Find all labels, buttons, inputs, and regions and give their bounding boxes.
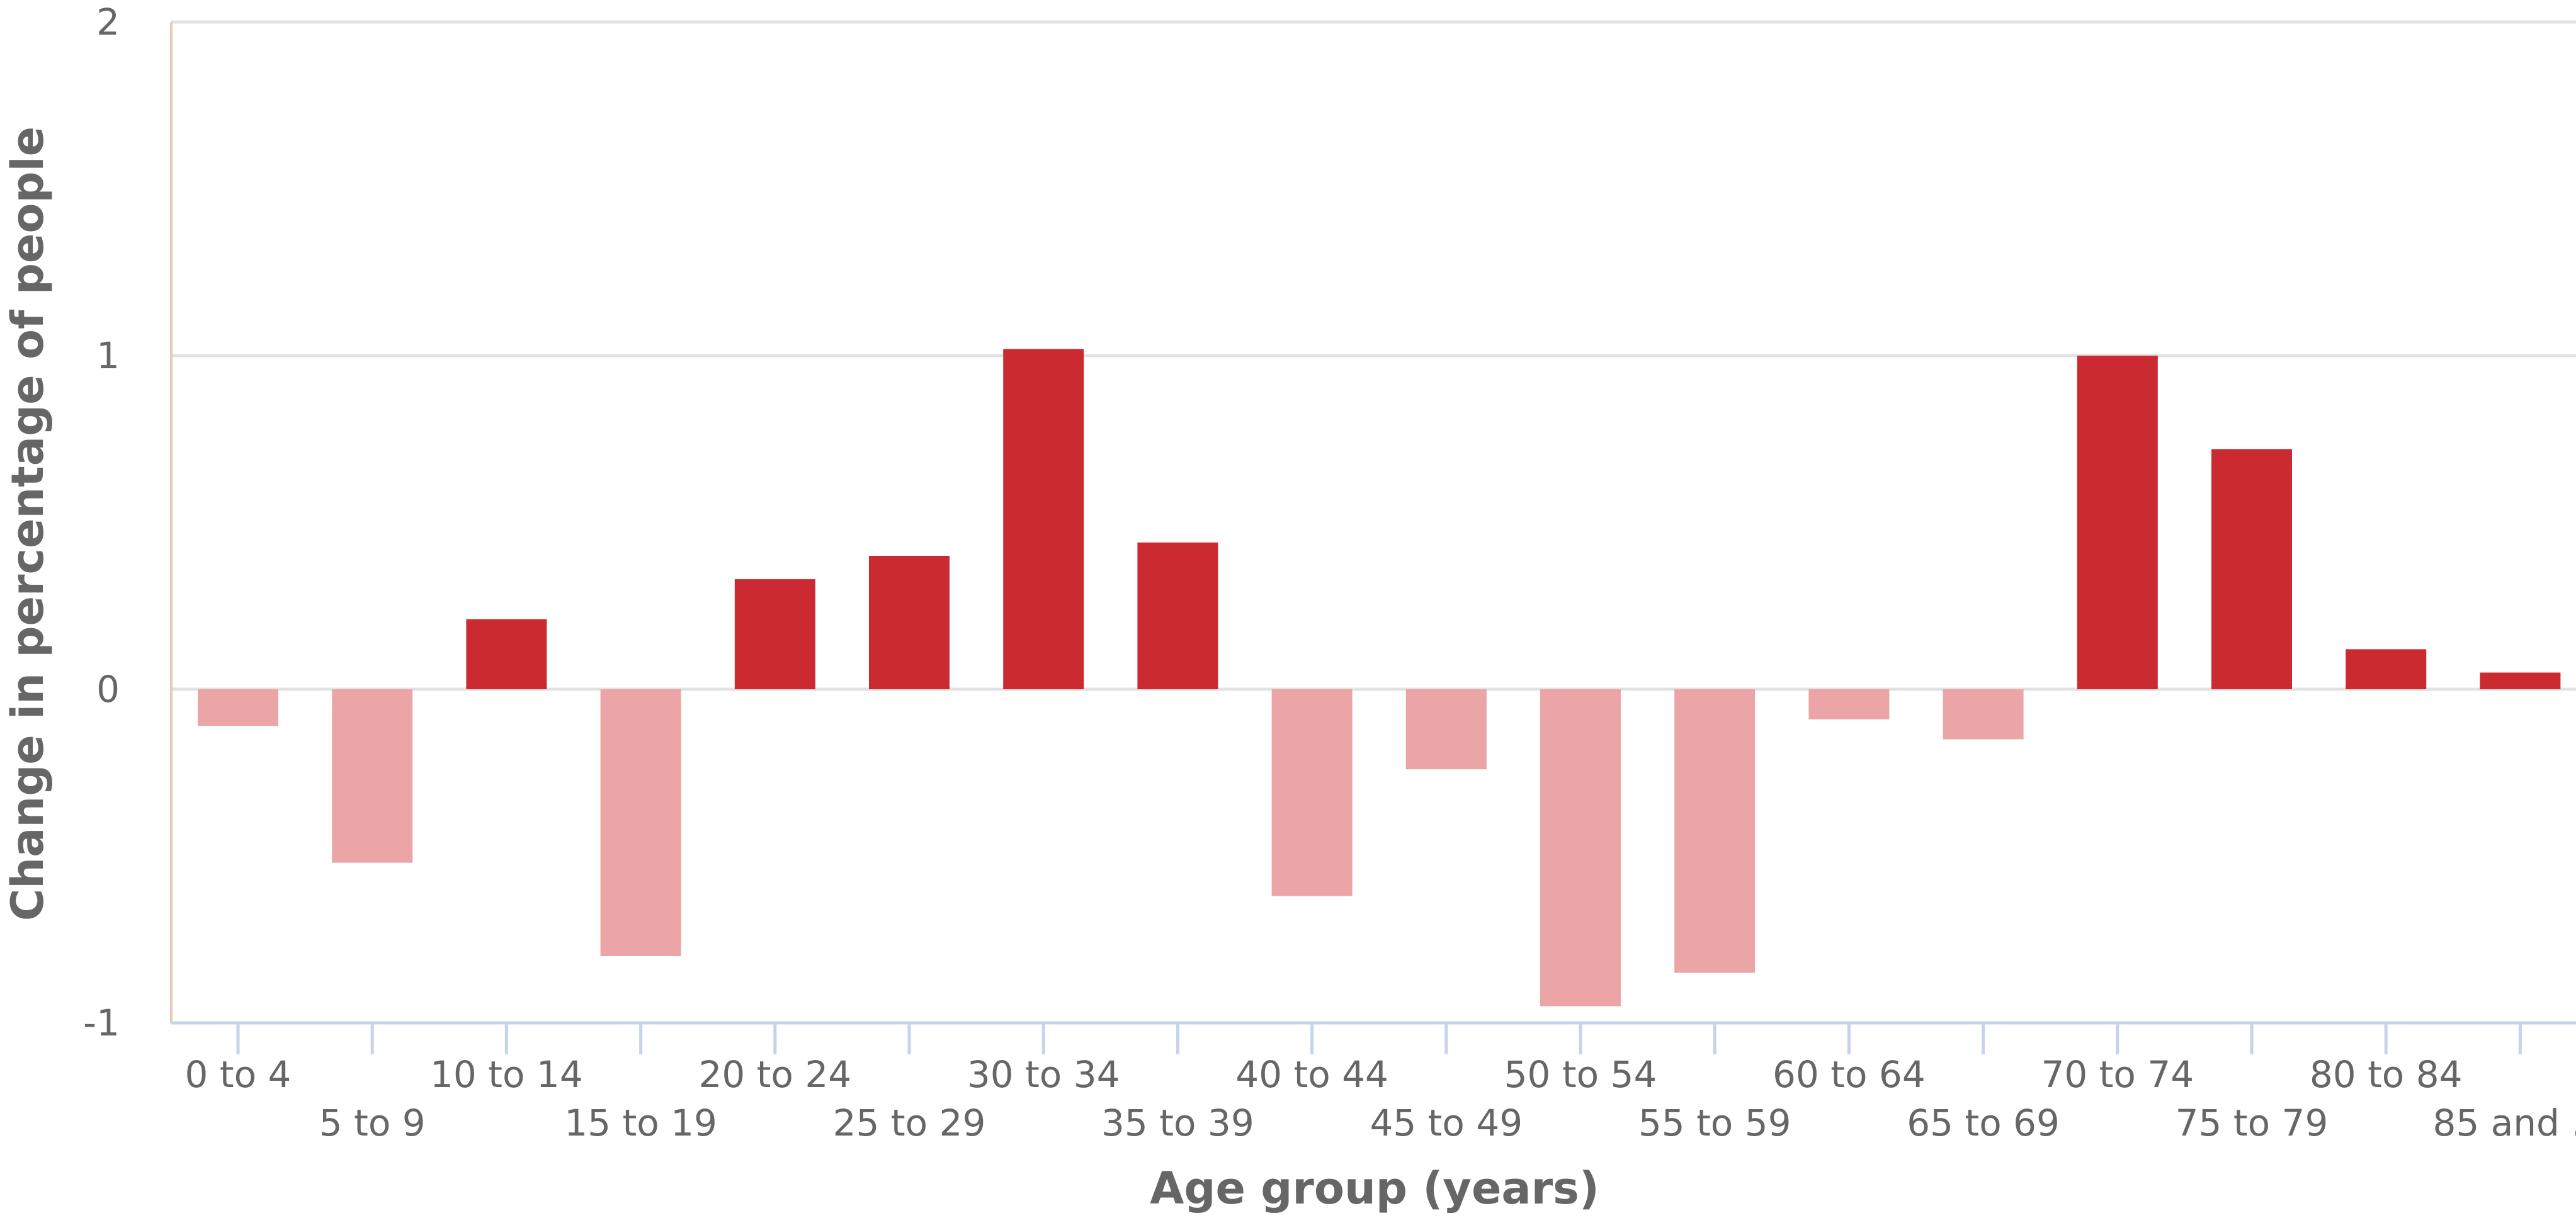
bar [734, 579, 815, 689]
x-tick-label: 70 to 74 [2041, 1053, 2194, 1096]
axes [170, 22, 2576, 1054]
x-tick-labels: 0 to 4 5 to 910 to 14 15 to 19 20 to 24 25 t… [185, 1053, 2576, 1144]
bar [1540, 689, 1621, 1007]
bar [198, 689, 278, 726]
y-tick-label: 1 [96, 334, 120, 377]
x-tick-label: 10 to 14 [430, 1053, 583, 1096]
bar [1405, 689, 1487, 770]
bar [1137, 542, 1218, 689]
bar [2480, 672, 2561, 689]
x-tick-label: 45 to 49 [1370, 1102, 1523, 1144]
x-tick-label: 75 to 79 [2176, 1102, 2329, 1144]
x-tick-label: 40 to 44 [1235, 1053, 1388, 1096]
y-tick-labels: -1 0 1 2 [83, 1, 120, 1044]
bar [1003, 349, 1084, 689]
x-tick-label: 30 to 34 [967, 1053, 1120, 1096]
x-tick-label: 5 to 9 [319, 1102, 426, 1144]
x-tick-label: 60 to 64 [1773, 1053, 1926, 1096]
bar [2211, 449, 2292, 689]
bar [332, 689, 413, 863]
y-tick-label: -1 [83, 1001, 120, 1044]
x-tick-label: 35 to 39 [1101, 1102, 1254, 1144]
bars [198, 349, 2561, 1007]
x-tick-label: 50 to 54 [1504, 1053, 1657, 1096]
y-tick-label: 0 [96, 668, 120, 711]
x-tick-label: 80 to 84 [2310, 1053, 2463, 1096]
x-tick-label: 25 to 29 [833, 1102, 986, 1144]
x-tick-label: 20 to 24 [698, 1053, 851, 1096]
bar [2346, 649, 2427, 689]
x-tick-label: 0 to 4 [185, 1053, 292, 1096]
y-tick-label: 2 [96, 1, 120, 43]
bar [1271, 689, 1353, 896]
bar [869, 556, 950, 689]
x-tick-label: 55 to 59 [1638, 1102, 1791, 1144]
x-tick-label: 85 and … [2433, 1102, 2576, 1144]
bar [600, 689, 681, 956]
x-axis-title: Age group (years) [1150, 1163, 1599, 1214]
x-tick-label: 15 to 19 [564, 1102, 717, 1144]
x-tick-label: 65 to 69 [1907, 1102, 2060, 1144]
bar [2077, 356, 2158, 689]
bar [1674, 689, 1756, 973]
bar [466, 619, 547, 689]
bar [1943, 689, 2024, 740]
bar [1808, 689, 1890, 719]
y-axis-title: Change in percentage of people [2, 127, 54, 921]
gridlines [171, 20, 2576, 691]
